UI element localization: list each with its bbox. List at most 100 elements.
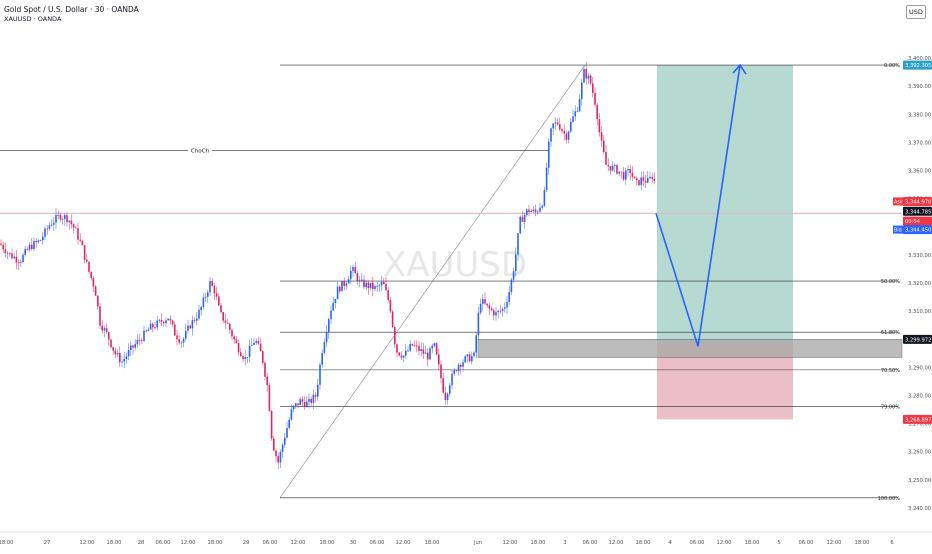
candle-body	[519, 216, 521, 234]
candle-body	[15, 256, 18, 263]
candle-body	[633, 176, 636, 179]
candle-body	[433, 343, 436, 346]
candle-body	[334, 299, 337, 303]
candle-body	[235, 339, 238, 344]
candle-body	[596, 104, 598, 120]
candle-body	[105, 328, 108, 333]
candle-body	[402, 355, 405, 358]
candle-body	[354, 266, 356, 274]
candle-body	[310, 398, 312, 403]
x-tick-label: 18:00	[745, 540, 760, 546]
candle-body	[330, 310, 332, 320]
candle-body	[61, 218, 64, 220]
candle-body	[618, 171, 620, 174]
candle-body	[532, 209, 535, 212]
price-tag-label: 3,344.970	[905, 199, 931, 205]
x-tick-label: 4	[668, 540, 672, 546]
demand-zone	[477, 339, 903, 358]
x-tick-label: 12:00	[291, 540, 306, 546]
candle-body	[33, 240, 35, 249]
x-tick-label: 12:00	[396, 540, 411, 546]
candle-body	[552, 123, 554, 129]
candle-body	[246, 357, 249, 358]
candle-body	[244, 357, 246, 360]
x-tick-label: 06:00	[583, 540, 598, 546]
price-tag-label: 00:54	[905, 219, 921, 225]
candle-body	[37, 240, 40, 243]
candle-body	[176, 335, 178, 340]
candle-body	[629, 168, 631, 174]
candle-body	[286, 427, 288, 438]
candle-body	[477, 312, 480, 336]
candle-body	[488, 305, 491, 309]
candle-body	[48, 225, 51, 229]
fib-level-label: 70.50%	[881, 368, 900, 374]
candle-body	[255, 341, 257, 343]
candle-body	[187, 325, 189, 331]
candle-body	[306, 401, 308, 407]
candle-body	[81, 240, 84, 246]
candle-body	[323, 342, 326, 353]
choch-label: ChoCh	[191, 148, 210, 154]
candle-body	[83, 245, 86, 260]
candle-body	[594, 92, 596, 105]
candle-body	[603, 140, 605, 153]
candle-body	[332, 302, 334, 311]
candle-body	[158, 319, 161, 321]
candle-body	[574, 111, 576, 117]
price-tag-bg	[903, 216, 932, 226]
candle-body	[570, 121, 572, 132]
candle-body	[413, 345, 416, 347]
candle-body	[482, 299, 484, 304]
candle-body	[614, 165, 616, 166]
candle-body	[497, 310, 499, 313]
candle-body	[9, 252, 11, 254]
candle-body	[559, 124, 561, 130]
candle-body	[46, 228, 48, 230]
candle-body	[319, 364, 321, 385]
symbol-title[interactable]: Gold Spot / U.S. Dollar · 30 · OANDA	[4, 5, 139, 14]
candle-body	[209, 280, 211, 293]
candle-body	[55, 214, 57, 223]
candle-body	[198, 310, 200, 319]
candle-body	[347, 279, 350, 284]
y-tick-label: 3,330.00	[908, 253, 931, 259]
x-tick-label: 18:00	[855, 540, 870, 546]
candle-body	[213, 285, 216, 294]
candle-body	[651, 176, 653, 179]
candle-body	[550, 128, 552, 142]
candle-body	[70, 220, 73, 225]
candle-body	[473, 352, 475, 357]
candle-body	[141, 340, 143, 341]
candle-body	[264, 362, 266, 377]
y-tick-label: 3,270.00	[908, 422, 931, 428]
candle-body	[385, 283, 387, 291]
candle-body	[6, 252, 9, 254]
x-tick-label: 29	[243, 540, 250, 546]
candle-body	[545, 167, 548, 190]
x-tick-label: 3	[563, 540, 566, 546]
candle-body	[609, 166, 612, 171]
price-tag-bg	[903, 225, 932, 235]
candle-body	[22, 254, 24, 263]
candle-body	[185, 330, 187, 339]
candle-body	[446, 393, 449, 401]
y-tick-label: 3,400.00	[908, 56, 931, 62]
x-tick-label: 18:00	[107, 540, 122, 546]
candle-body	[145, 330, 147, 332]
candle-body	[314, 394, 317, 397]
candle-body	[68, 220, 70, 223]
candle-body	[411, 343, 414, 346]
candle-body	[479, 303, 482, 313]
candle-body	[268, 385, 271, 412]
candle-body	[204, 296, 207, 298]
candle-body	[191, 319, 194, 329]
x-tick-label: 27	[44, 540, 51, 546]
candle-body	[396, 344, 398, 353]
candle-body	[460, 364, 462, 367]
candle-body	[350, 270, 352, 280]
candle-body	[77, 228, 79, 240]
candle-body	[495, 312, 497, 316]
currency-badge[interactable]: USD	[906, 5, 926, 19]
